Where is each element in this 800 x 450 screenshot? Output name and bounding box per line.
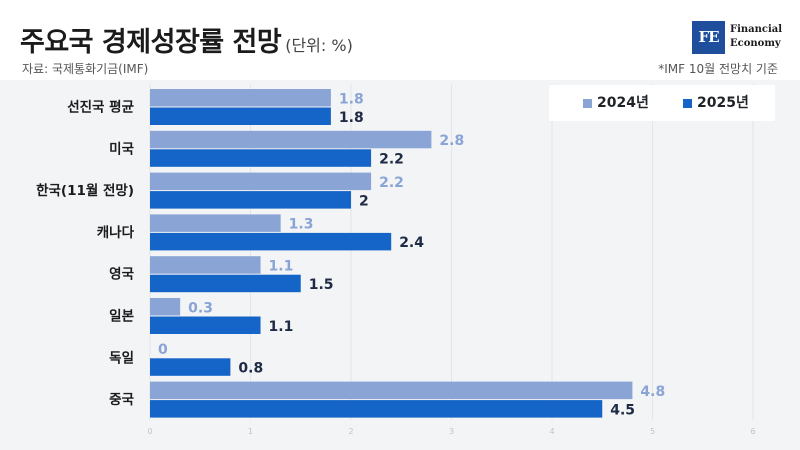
category-label-1: 미국 [109,141,134,157]
chart-header: 주요국 경제성장률 전망 (단위: %) 자료: 국제통화기금(IMF) *IMF… [0,0,800,80]
x-tick-label-4: 4 [549,427,554,436]
bar-2024-0 [150,89,331,107]
category-label-0: 선진국 평균 [67,99,134,116]
x-tick-label-6: 6 [750,427,755,436]
source-note: 자료: 국제통화기금(IMF) [22,62,149,76]
data-label-2024-6: 0 [158,342,168,358]
legend-swatch-2024 [583,99,592,108]
category-label-7: 중국 [109,392,134,408]
data-label-2024-3: 1.3 [289,217,314,233]
bar-2025-3 [150,232,392,251]
x-tick-label-0: 0 [147,427,152,436]
chart-legend: 2024년 2025년 [549,85,775,121]
logo-line-2: Economy [730,38,781,49]
data-label-2025-0: 1.8 [339,110,364,126]
publisher-logo: FE Financial Economy [692,21,792,55]
chart-title: 주요국 경제성장률 전망 (단위: %) [20,20,353,59]
data-label-2025-6: 0.8 [238,361,263,377]
basis-note: *IMF 10월 전망치 기준 [658,62,778,76]
x-tick-label-3: 3 [449,427,454,436]
category-label-6: 독일 [109,350,134,366]
x-tick-label-5: 5 [650,427,655,436]
category-label-2: 한국(11월 전망) [36,182,134,199]
bar-2025-6 [150,358,231,376]
category-label-5: 일본 [109,309,134,325]
data-label-2025-4: 1.5 [309,277,334,293]
chart-title-text: 주요국 경제성장률 전망 [20,27,282,58]
bar-2025-0 [150,107,331,125]
category-label-3: 캐나다 [97,225,135,241]
bar-2025-1 [150,149,372,167]
logo-wordmark: Financial Economy [730,23,782,51]
data-label-2025-3: 2.4 [399,235,424,251]
x-tick-label-1: 1 [248,427,253,436]
legend-swatch-2025 [683,99,692,108]
bar-2025-2 [150,191,351,209]
bar-2024-5 [150,298,181,316]
category-label-4: 영국 [109,266,134,283]
data-label-2024-5: 0.3 [188,300,213,316]
data-label-2025-7: 4.5 [610,402,635,418]
logo-line-1: Financial [730,24,783,35]
legend-label-2024: 2024년 [597,95,649,111]
data-label-2025-1: 2.2 [379,152,404,168]
bar-2025-5 [150,316,261,334]
data-label-2024-4: 1.1 [269,258,294,274]
bar-2025-7 [150,400,603,418]
data-label-2025-5: 1.1 [269,319,294,335]
bar-2024-3 [150,214,281,232]
bar-2024-1 [150,130,432,149]
x-tick-label-2: 2 [348,427,353,436]
bar-2024-4 [150,256,261,274]
unit-label: (단위: %) [285,36,353,55]
bar-2024-7 [150,381,633,400]
bar-2025-4 [150,274,301,293]
data-label-2025-2: 2 [359,193,369,209]
data-label-2024-7: 4.8 [640,384,665,400]
logo-mark: FE [692,21,725,54]
bar-2024-2 [150,172,372,191]
bar-chart: 0 1 2 3 4 5 6 선진국 평균 1.8 1.8 미국 2.8 2.2 한국(11월 전망) 2.2… [36,84,756,436]
data-label-2024-0: 1.8 [339,91,364,107]
data-label-2024-2: 2.2 [379,175,404,191]
legend-label-2025: 2025년 [697,95,749,111]
data-label-2024-1: 2.8 [439,133,464,149]
